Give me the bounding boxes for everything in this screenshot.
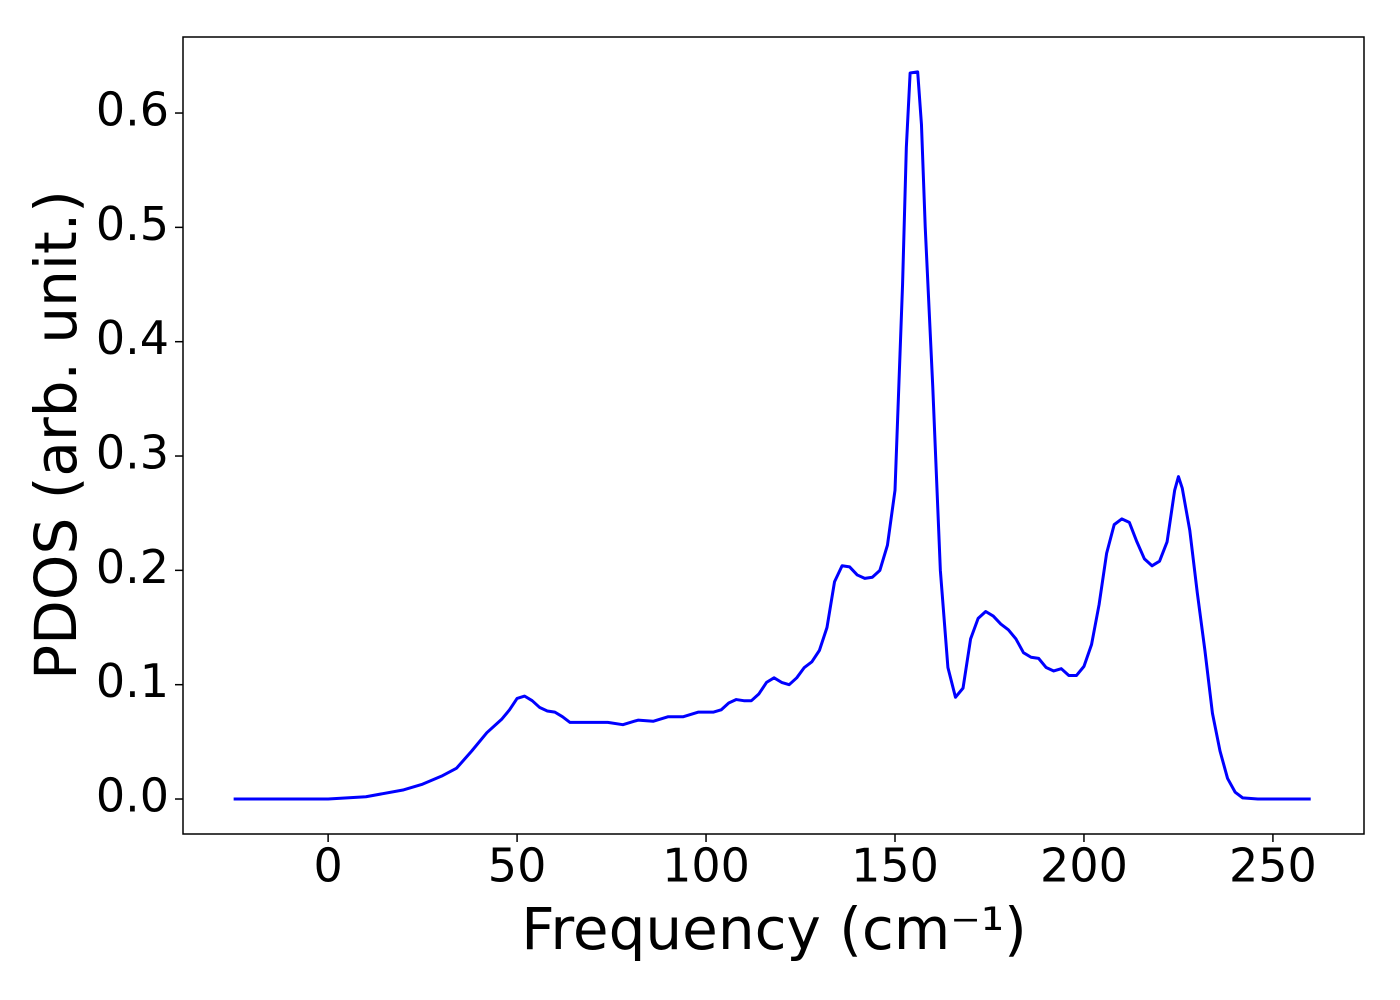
data-line <box>233 70 1311 801</box>
x-tick-label: 100 <box>662 839 750 893</box>
y-tick-label: 0.2 <box>96 540 169 594</box>
y-tick-label: 0.4 <box>96 311 169 365</box>
y-tick-label: 0.0 <box>96 769 169 823</box>
plot-frame <box>182 36 1365 835</box>
x-tick-label: 50 <box>488 839 547 893</box>
x-tick-label: 0 <box>313 839 342 893</box>
y-tick-label: 0.6 <box>96 83 169 137</box>
y-tick-label: 0.3 <box>96 426 169 480</box>
x-tick-label: 150 <box>851 839 939 893</box>
x-tick-label: 250 <box>1229 839 1317 893</box>
y-axis-label: PDOS (arb. unit.) <box>22 190 90 680</box>
y-tick-label: 0.1 <box>96 654 169 708</box>
y-tick-label: 0.5 <box>96 197 169 251</box>
x-axis-label: Frequency (cm⁻¹) <box>521 895 1027 963</box>
x-tick-label: 200 <box>1040 839 1128 893</box>
